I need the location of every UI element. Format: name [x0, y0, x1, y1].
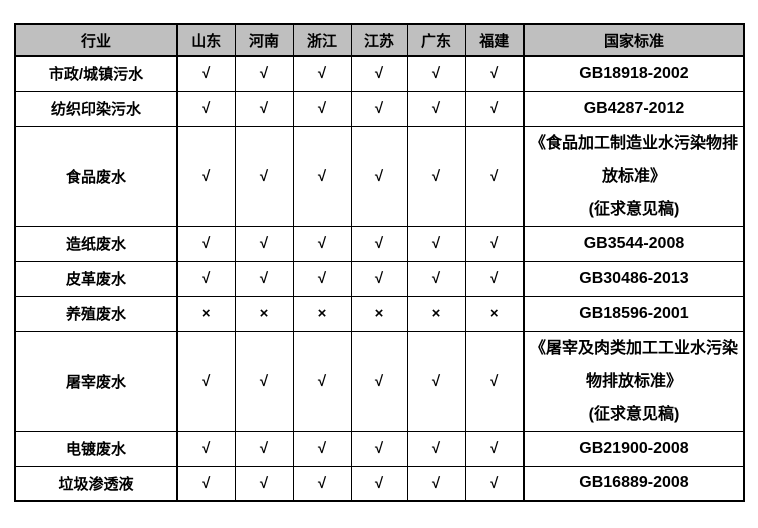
industry-cell: 电镀废水: [14, 430, 178, 467]
standard-cell: GB4287-2012: [523, 90, 745, 127]
standard-cell: GB18596-2001: [523, 295, 745, 332]
standard-cell: GB18918-2002: [523, 55, 745, 92]
mark-cell: √: [176, 465, 236, 502]
mark-cell: √: [292, 330, 352, 432]
mark-cell: √: [292, 225, 352, 262]
mark-cell: √: [234, 225, 294, 262]
industry-cell: 养殖废水: [14, 295, 178, 332]
mark-cell: √: [406, 260, 466, 297]
mark-cell: √: [350, 90, 408, 127]
mark-cell: √: [234, 125, 294, 227]
industry-standards-table: 行业 山东 河南 浙江 江苏 广东 福建 国家标准 市政/城镇污水 √ √ √ …: [14, 23, 745, 502]
mark-cell: √: [234, 465, 294, 502]
mark-cell: √: [406, 430, 466, 467]
mark-cell: √: [234, 330, 294, 432]
standard-cell: GB21900-2008: [523, 430, 745, 467]
standard-cell: 《食品加工制造业水污染物排放标准》 (征求意见稿): [523, 125, 745, 227]
mark-cell: √: [350, 225, 408, 262]
mark-cell: √: [292, 90, 352, 127]
table-row: 养殖废水 × × × × × × GB18596-2001: [14, 295, 745, 332]
mark-cell: √: [464, 260, 525, 297]
mark-cell: √: [350, 330, 408, 432]
col-header-guangdong: 广东: [406, 23, 466, 57]
col-header-jiangsu: 江苏: [350, 23, 408, 57]
mark-cell: ×: [350, 295, 408, 332]
mark-cell: √: [176, 225, 236, 262]
mark-cell: √: [464, 430, 525, 467]
industry-cell: 市政/城镇污水: [14, 55, 178, 92]
col-header-shandong: 山东: [176, 23, 236, 57]
mark-cell: √: [464, 55, 525, 92]
col-header-national-standard: 国家标准: [523, 23, 745, 57]
header-row: 行业 山东 河南 浙江 江苏 广东 福建 国家标准: [14, 23, 745, 57]
mark-cell: √: [350, 125, 408, 227]
mark-cell: √: [406, 225, 466, 262]
mark-cell: √: [406, 465, 466, 502]
table-row: 电镀废水 √ √ √ √ √ √ GB21900-2008: [14, 430, 745, 467]
standard-note: (征求意见稿): [588, 200, 680, 218]
industry-cell: 皮革废水: [14, 260, 178, 297]
mark-cell: √: [464, 330, 525, 432]
mark-cell: √: [176, 260, 236, 297]
mark-cell: √: [292, 430, 352, 467]
mark-cell: ×: [406, 295, 466, 332]
mark-cell: √: [350, 465, 408, 502]
table-row: 垃圾渗透液 √ √ √ √ √ √ GB16889-2008: [14, 465, 745, 502]
mark-cell: √: [350, 260, 408, 297]
industry-cell: 垃圾渗透液: [14, 465, 178, 502]
mark-cell: √: [406, 330, 466, 432]
standard-cell: 《屠宰及肉类加工工业水污染物排放标准》 (征求意见稿): [523, 330, 745, 432]
table-row: 皮革废水 √ √ √ √ √ √ GB30486-2013: [14, 260, 745, 297]
mark-cell: √: [292, 55, 352, 92]
table-row: 市政/城镇污水 √ √ √ √ √ √ GB18918-2002: [14, 55, 745, 92]
mark-cell: √: [234, 430, 294, 467]
mark-cell: √: [464, 225, 525, 262]
mark-cell: √: [292, 465, 352, 502]
table-row: 造纸废水 √ √ √ √ √ √ GB3544-2008: [14, 225, 745, 262]
mark-cell: √: [234, 55, 294, 92]
col-header-henan: 河南: [234, 23, 294, 57]
mark-cell: √: [176, 55, 236, 92]
standard-title: 《食品加工制造业水污染物排放标准》: [529, 134, 738, 185]
standard-cell: GB3544-2008: [523, 225, 745, 262]
mark-cell: √: [406, 90, 466, 127]
mark-cell: ×: [464, 295, 525, 332]
table-row: 纺织印染污水 √ √ √ √ √ √ GB4287-2012: [14, 90, 745, 127]
col-header-fujian: 福建: [464, 23, 525, 57]
mark-cell: √: [406, 125, 466, 227]
table-row: 屠宰废水 √ √ √ √ √ √ 《屠宰及肉类加工工业水污染物排放标准》 (征求…: [14, 330, 745, 432]
industry-cell: 屠宰废水: [14, 330, 178, 432]
industry-cell: 食品废水: [14, 125, 178, 227]
mark-cell: ×: [176, 295, 236, 332]
standard-title: 《屠宰及肉类加工工业水污染物排放标准》: [529, 339, 738, 390]
mark-cell: √: [350, 55, 408, 92]
mark-cell: √: [292, 260, 352, 297]
mark-cell: √: [234, 90, 294, 127]
mark-cell: √: [406, 55, 466, 92]
mark-cell: √: [176, 330, 236, 432]
mark-cell: √: [176, 125, 236, 227]
col-header-industry: 行业: [14, 23, 178, 57]
mark-cell: √: [350, 430, 408, 467]
standard-note: (征求意见稿): [588, 405, 680, 423]
mark-cell: √: [464, 465, 525, 502]
mark-cell: √: [464, 125, 525, 227]
mark-cell: ×: [292, 295, 352, 332]
standard-cell: GB16889-2008: [523, 465, 745, 502]
industry-cell: 纺织印染污水: [14, 90, 178, 127]
col-header-zhejiang: 浙江: [292, 23, 352, 57]
mark-cell: √: [176, 90, 236, 127]
mark-cell: √: [464, 90, 525, 127]
mark-cell: ×: [234, 295, 294, 332]
mark-cell: √: [176, 430, 236, 467]
mark-cell: √: [292, 125, 352, 227]
standard-cell: GB30486-2013: [523, 260, 745, 297]
mark-cell: √: [234, 260, 294, 297]
table-row: 食品废水 √ √ √ √ √ √ 《食品加工制造业水污染物排放标准》 (征求意见…: [14, 125, 745, 227]
industry-cell: 造纸废水: [14, 225, 178, 262]
